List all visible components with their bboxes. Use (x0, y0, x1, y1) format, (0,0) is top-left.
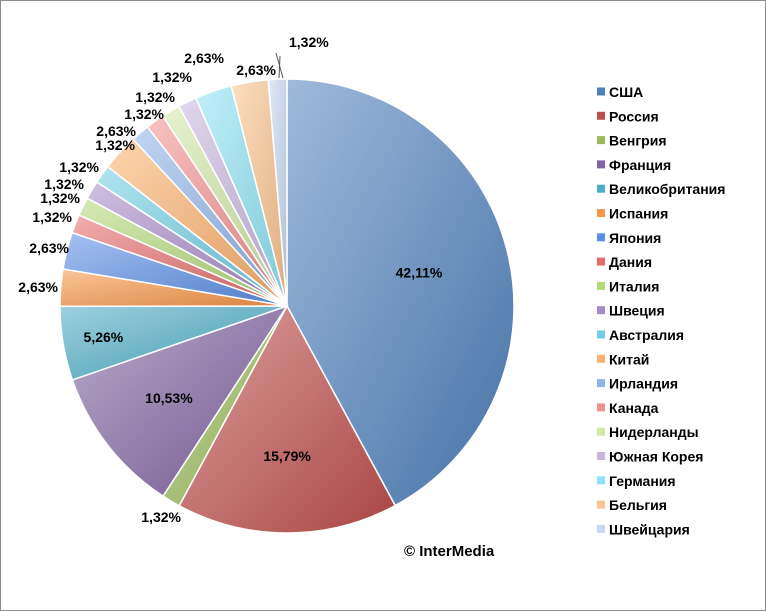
legend-label-9: Швеция (609, 303, 665, 319)
data-label-9: 1,32% (44, 176, 84, 192)
data-label-11: 2,63% (96, 123, 136, 139)
data-label-15: 1,32% (152, 69, 192, 85)
legend-swatch-9 (597, 306, 605, 315)
legend-swatch-6 (597, 233, 605, 242)
data-label-7: 1,32% (32, 209, 72, 225)
legend-label-8: Италия (609, 278, 659, 294)
leader-line-1 (278, 55, 281, 79)
data-label-8: 1,32% (40, 190, 80, 206)
data-label-0: 42,11% (396, 265, 443, 281)
slice-0 (286, 78, 515, 507)
legend-label-5: Испания (609, 206, 668, 222)
legend-swatch-5 (597, 209, 605, 217)
data-label-12: 1,32% (95, 137, 135, 153)
legend-label-0: США (609, 84, 643, 100)
legend-swatch-15 (597, 452, 605, 460)
data-label-1: 15,79% (263, 448, 311, 464)
legend-label-18: Швейцария (609, 521, 690, 537)
legend-swatch-1 (597, 111, 605, 120)
legend-swatch-18 (597, 524, 605, 533)
data-label-16: 2,63% (184, 50, 224, 66)
legend-label-13: Канада (609, 400, 659, 416)
legend-label-2: Венгрия (609, 133, 667, 149)
pie-slices (59, 78, 515, 534)
legend-swatch-16 (597, 476, 605, 485)
slice-3 (71, 304, 289, 498)
legend-label-17: Бельгия (609, 497, 667, 513)
legend-swatch-12 (597, 379, 605, 388)
data-label-14: 1,32% (135, 89, 175, 105)
data-label-2: 1,32% (141, 509, 181, 525)
legend-label-14: Нидерланды (609, 424, 699, 440)
legend-label-3: Франция (609, 157, 671, 173)
legend-swatch-0 (597, 87, 605, 96)
legend-label-11: Китай (609, 351, 649, 367)
data-label-6: 2,63% (29, 240, 69, 256)
data-label-13: 1,32% (124, 106, 164, 122)
legend-label-7: Дания (609, 254, 652, 270)
slice-18 (267, 78, 288, 307)
data-label-10: 1,32% (59, 159, 99, 175)
data-label-17: 2,63% (236, 62, 276, 78)
data-label-4: 5,26% (84, 329, 124, 345)
legend: США Россия Венгрия Франция Великобритания Исп… (597, 84, 725, 537)
watermark: © InterMedia (404, 543, 495, 560)
legend-swatch-13 (597, 403, 605, 412)
legend-swatch-3 (597, 160, 605, 169)
data-label-5: 2,63% (18, 279, 58, 295)
legend-swatch-7 (597, 257, 605, 266)
legend-label-16: Германия (609, 473, 676, 489)
legend-swatch-14 (597, 427, 605, 436)
legend-swatch-17 (597, 500, 605, 509)
legend-swatch-8 (597, 281, 605, 290)
legend-label-12: Ирландия (609, 376, 678, 392)
legend-swatch-4 (597, 184, 605, 193)
legend-label-1: Россия (609, 108, 659, 124)
data-labels: 42,11%15,79%1,32%10,53%5,26%2,63%2,63%1,… (18, 34, 443, 525)
legend-swatch-11 (597, 354, 605, 363)
data-label-3: 10,53% (145, 390, 193, 406)
slice-1 (178, 304, 397, 534)
legend-swatch-10 (597, 330, 605, 339)
data-label-18: 1,32% (289, 34, 329, 50)
legend-label-6: Япония (609, 230, 661, 246)
legend-swatch-2 (597, 136, 605, 145)
leader-lines (275, 52, 284, 79)
legend-label-10: Австралия (609, 327, 684, 343)
legend-label-15: Южная Корея (609, 449, 703, 465)
legend-label-4: Великобритания (609, 181, 725, 197)
